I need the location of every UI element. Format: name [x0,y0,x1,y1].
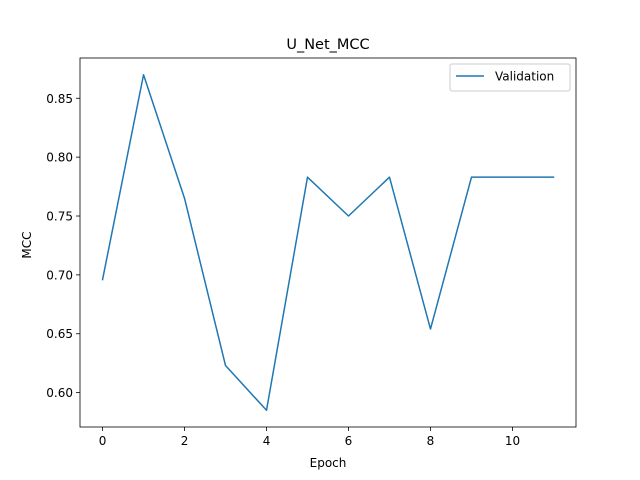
x-axis-label: Epoch [310,456,347,470]
y-tick-label: 0.75 [46,210,73,224]
axes-frame [79,57,577,428]
x-tick-label: 4 [263,434,271,448]
x-tick-label: 0 [99,434,107,448]
y-tick-label: 0.60 [46,386,73,400]
x-tick-label: 8 [427,434,435,448]
chart-title: U_Net_MCC [286,37,369,53]
legend-frame [449,63,571,92]
y-axis-label: MCC [20,231,34,258]
legend-label-validation: Validation [495,70,554,84]
y-tick-label: 0.80 [46,151,73,165]
x-tick-label: 2 [181,434,189,448]
legend: Validation [449,63,571,92]
plot-area: 0 2 4 6 8 10 0.60 0.65 0.70 0.75 0.80 0.85 [46,57,577,448]
y-tick-label: 0.65 [46,327,73,341]
series-line-validation [101,73,555,412]
y-tick-label: 0.70 [46,268,73,282]
x-tick-label: 6 [345,434,353,448]
x-tick-label: 10 [505,434,520,448]
y-tick-label: 0.85 [46,92,73,106]
